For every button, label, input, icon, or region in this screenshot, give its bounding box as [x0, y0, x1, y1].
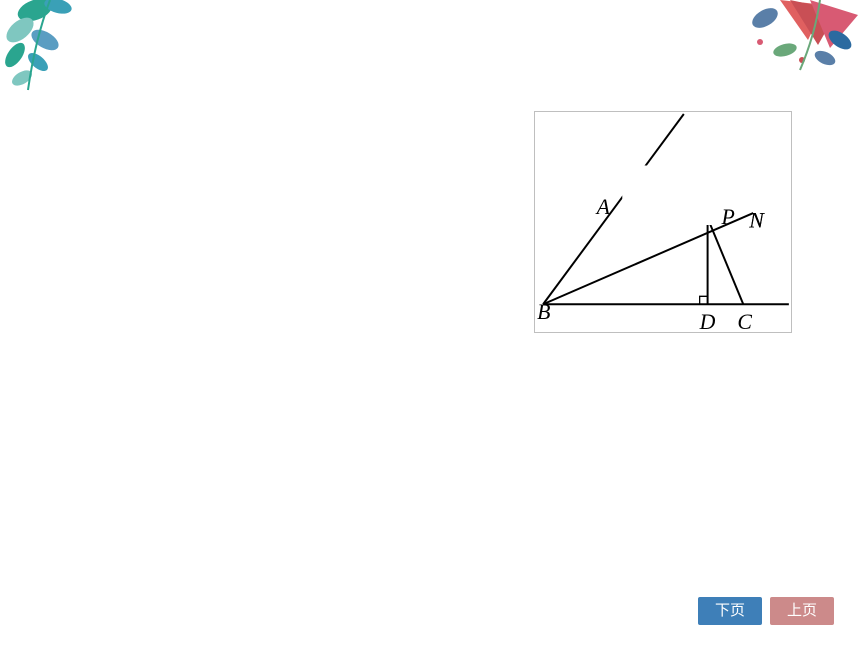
vertex-label-B: B — [537, 300, 550, 324]
decoration-top-left — [0, 0, 90, 95]
vertex-label-A: A — [595, 195, 611, 219]
prev-page-button[interactable]: 上页 — [770, 597, 834, 625]
vertex-label-N: N — [748, 209, 765, 233]
vertex-label-D: D — [699, 310, 716, 332]
decoration-top-right — [730, 0, 860, 80]
next-page-button[interactable]: 下页 — [698, 597, 762, 625]
geometry-diagram: ANBDCPN — [534, 111, 792, 333]
vertex-label-C: C — [737, 310, 752, 332]
vertex-label-P: P — [720, 205, 734, 229]
